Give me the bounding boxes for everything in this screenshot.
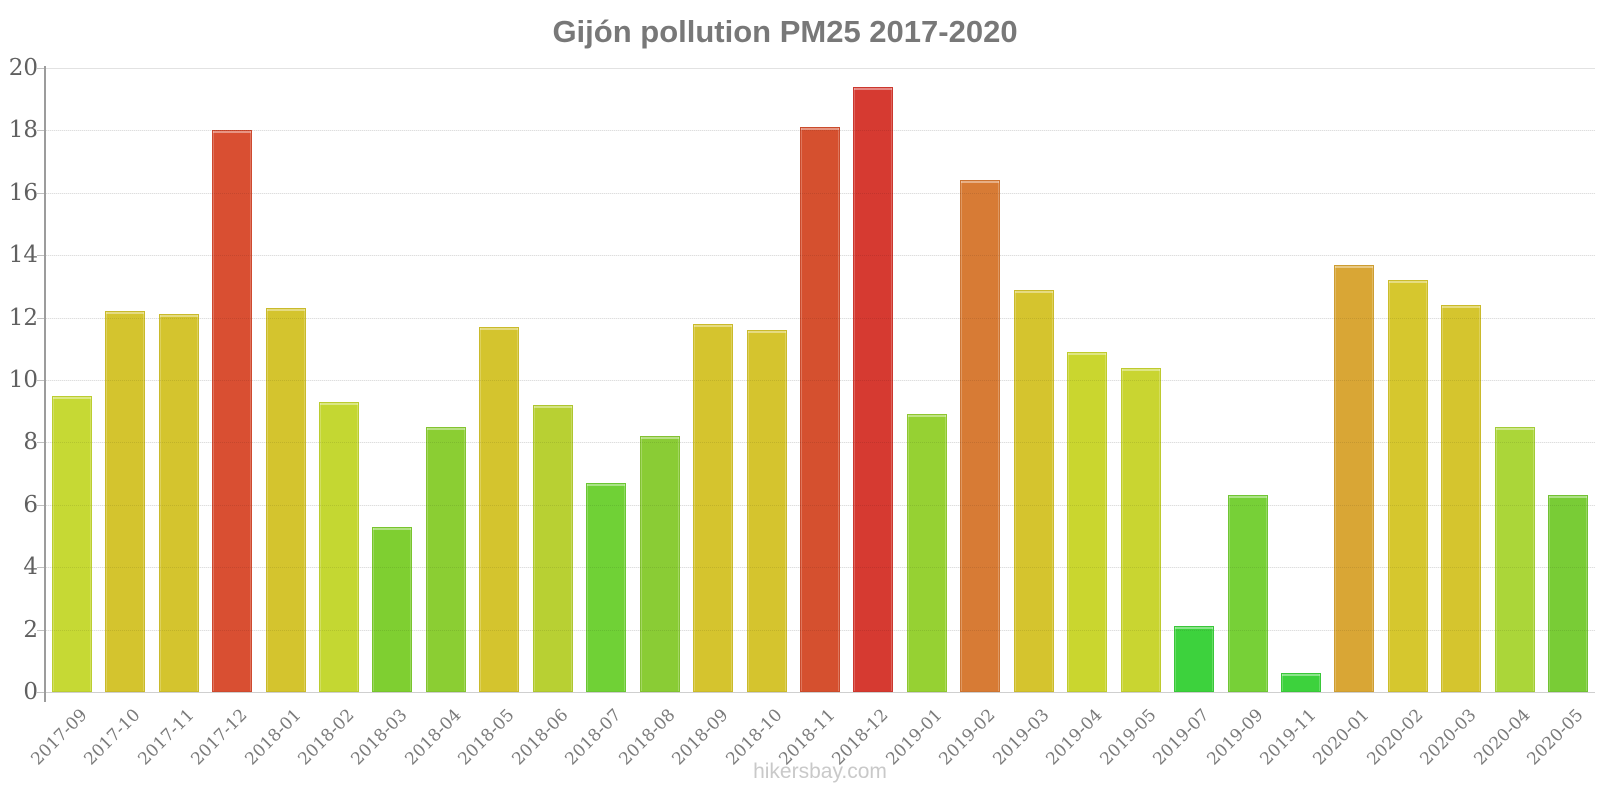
x-axis-baseline (45, 692, 1595, 693)
bar-2019-09 (1227, 495, 1268, 692)
bar-2019-04 (1067, 351, 1108, 692)
gridline-overlay (45, 380, 1595, 381)
bar-2020-05 (1548, 495, 1589, 692)
y-tick-label: 0 (23, 679, 38, 705)
bar-2018-11 (800, 127, 840, 692)
gridline-overlay (45, 567, 1595, 569)
gridline-overlay (45, 317, 1595, 319)
y-axis-tick (37, 255, 45, 257)
bar-2018-12 (853, 86, 894, 692)
y-tick-label: 6 (23, 491, 38, 518)
y-tick-label: 2 (23, 616, 38, 643)
y-tick-label: 16 (8, 179, 38, 206)
y-tick-label: 8 (23, 429, 38, 456)
bar-2017-09 (51, 395, 92, 692)
y-axis-tick (37, 567, 45, 569)
y-tick-label: 10 (8, 367, 38, 393)
y-tick-label: 12 (8, 304, 38, 331)
bar-2019-02 (960, 180, 1001, 692)
y-tick-label: 14 (8, 242, 38, 269)
bar-2020-04 (1494, 426, 1535, 692)
bar-2018-09 (693, 323, 734, 692)
gridline-overlay (45, 255, 1595, 257)
y-axis-tick (37, 317, 45, 319)
y-axis-tick (37, 130, 45, 132)
bar-2020-02 (1387, 280, 1428, 692)
y-axis-line (44, 66, 46, 702)
y-axis-tick (37, 504, 45, 506)
bar-2020-03 (1441, 305, 1482, 692)
bar-2020-01 (1334, 264, 1375, 692)
chart-title: Gijón pollution PM25 2017-2020 (552, 14, 1018, 49)
bar-2017-12 (212, 130, 253, 692)
y-tick-label: 20 (8, 55, 38, 81)
y-tick-label: 4 (23, 554, 38, 581)
bar-2018-01 (265, 308, 306, 692)
bar-2019-05 (1120, 367, 1161, 692)
gridline-overlay (45, 192, 1595, 194)
gridline-overlay (45, 130, 1595, 132)
y-axis-tick (37, 68, 45, 69)
watermark-text: hikersbay.com (753, 760, 887, 783)
y-axis-tick (37, 692, 45, 693)
gridline-overlay (45, 442, 1595, 444)
bar-2017-10 (105, 311, 146, 692)
y-axis-tick (37, 629, 45, 631)
bar-2018-03 (372, 526, 413, 692)
bar-2018-06 (532, 404, 573, 692)
gridline-overlay (45, 629, 1595, 631)
bar-2019-03 (1013, 289, 1054, 692)
gridline (45, 68, 1595, 69)
y-axis-tick (37, 442, 45, 444)
y-tick-label: 18 (8, 117, 38, 144)
bar-2018-10 (746, 330, 787, 692)
bar-2018-07 (586, 482, 627, 692)
bar-2019-01 (906, 414, 947, 692)
gridline-overlay (45, 504, 1595, 506)
bar-2018-02 (318, 401, 359, 692)
bar-2019-07 (1174, 626, 1215, 692)
bar-2018-05 (479, 326, 520, 692)
y-axis-tick (37, 192, 45, 194)
bar-2018-04 (425, 426, 466, 692)
bar-2018-08 (639, 436, 680, 692)
bar-2019-11 (1281, 673, 1322, 692)
y-axis-tick (37, 380, 45, 381)
bar-2017-11 (158, 314, 199, 692)
